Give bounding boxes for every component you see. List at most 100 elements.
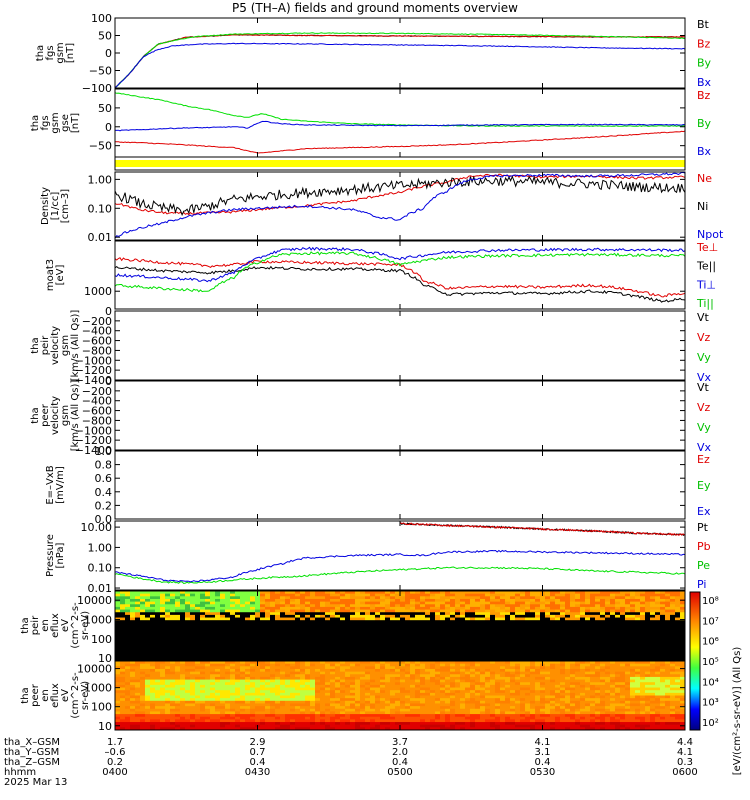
ytick-label: −200 [82,385,112,398]
colorbar-tick: 10⁴ [702,677,719,688]
panel-peir_eflux: 10 100 1000 10000 tha peir en eflux eV (cm^2-s-sr… [20,590,686,665]
series-fgs_gse-Bx [115,120,685,132]
series-density-Ni [115,175,685,217]
ytick-label: 0.01 [88,231,113,244]
ytick-label: 100 [91,701,112,714]
ylabel-line: peer [40,403,51,427]
xaxis-value: 0.4 [250,757,266,768]
ylabel-line: gsm [60,405,71,426]
panel-pressure: 0.01 0.10 1.00 10.00 Pressure [nPa] Pt Pb Pe Pi [45,520,711,595]
panel-density: 0.01 0.10 1.00 Density [1/cc] [cm–3] Ne Ni Npot [40,171,724,244]
ytick-label: 1000 [84,682,112,695]
xaxis-row-label: tha_Z–GSM [4,757,60,768]
legend-Vx: Vx [697,441,712,454]
ytick-label: −50 [89,140,112,153]
xaxis-value: –0.6 [105,747,126,758]
ylabel-line: gse [60,114,71,132]
ytick-label: −800 [82,344,112,357]
ytick-label: 0.10 [88,202,113,215]
ytick-label: 1000 [84,285,112,298]
ytick-label: 100 [91,633,112,646]
legend-Te||: Te|| [696,260,716,273]
series-fgs_gsm-Bx [115,42,685,88]
series-temperature-Te|| [115,265,685,303]
ylabel-line: [km/s (All Qs)] [70,380,81,452]
xaxis-value: 0.7 [250,747,266,758]
ytick-label: 10000 [77,594,112,607]
ytick-label: −1200 [75,434,112,447]
xaxis-value: 4.1 [677,747,693,758]
panel-efield: 0.00.20.40.60.81.0 E=–VxB [mV/m] Ez Ey Ex [45,445,711,526]
ytick-label: −600 [82,335,112,348]
series-temperature-Ti|| [115,251,685,293]
ylabel-line: tha [30,407,41,423]
xaxis-value: 2.0 [392,747,408,758]
ytick-label: −400 [82,325,112,338]
ylabel-line: tha [20,617,31,633]
ylabel-line: [nT] [70,113,81,133]
series-temperature-Te⊥ [115,257,685,298]
series-pressure-Pb [399,522,685,536]
ylabel-line: peer [30,683,41,707]
ylabel-line: [nPa] [55,542,66,568]
ytick-label: 0.6 [95,472,113,485]
panel-frame [114,450,686,520]
legend-Bz: Bz [697,89,711,102]
ytick-label: 10.00 [81,521,113,534]
ytick-label: 0.8 [95,459,113,472]
xaxis-row-label: hhmm [4,767,36,778]
ylabel-line: eV [60,619,71,632]
xaxis-value: 4.4 [677,737,693,748]
panel-fgs_gsm: −100 −50 0 50 100 tha fgs gsm [nT] Bt Bz By Bx [35,12,712,95]
panel-frame [114,380,686,451]
legend-Vz: Vz [697,401,711,414]
colorbar-tick: 10⁷ [702,616,719,627]
ylabel-line: en [40,619,51,632]
ylabel-line: [km/s (All Qs)] [70,310,81,382]
ytick-label: −1200 [75,364,112,377]
xaxis-value: 0500 [387,767,412,778]
ylabel-line: [cm–3] [60,189,71,224]
status-bar [115,160,685,167]
xaxis-value: 3.7 [392,737,408,748]
colorbar-tick: 10⁶ [702,637,719,648]
series-fgs_gse-By [115,92,685,127]
ylabel-line: E=–VxB [45,465,56,504]
legend-Bz: Bz [697,37,711,50]
legend-Pe: Pe [697,559,710,572]
xaxis-value: 4.1 [535,737,551,748]
date-label: 2025 Mar 13 [4,777,67,788]
ytick-label: −200 [82,315,112,328]
ylabel-line: (cm^2-s- [70,602,81,649]
ytick-label: −400 [82,395,112,408]
ylabel-line: eflux [50,683,61,708]
ytick-label: 1.00 [88,541,113,554]
ylabel-line: [eV] [55,265,66,286]
xaxis-row-label: tha_X–GSM [4,737,60,748]
series-density-Npot [115,172,685,239]
ylabel-line: tha [20,687,31,703]
ytick-label: 0.2 [95,499,113,512]
ylabel-line: [nT] [65,43,76,63]
ylabel-line: eflux [50,613,61,638]
ytick-label: −1400 [75,444,112,457]
spectrogram-peir_eflux [115,591,685,660]
legend-Ez: Ez [697,453,710,466]
series-fgs_gsm-Bt [115,34,685,88]
legend-Te⊥: Te⊥ [696,241,718,254]
panel-frame [114,156,686,171]
legend-Pi: Pi [697,578,706,591]
ytick-label: 50 [98,30,112,43]
legend-Ey: Ey [697,479,711,492]
ytick-label: −1400 [75,374,112,387]
ytick-label: −600 [82,405,112,418]
series-temperature-Ti⊥ [115,246,685,283]
ytick-label: 10 [98,720,112,733]
xaxis-value: 0600 [672,767,697,778]
colorbar [689,591,701,731]
ytick-label: −50 [89,65,112,78]
spectrogram-peer_eflux [115,661,685,730]
